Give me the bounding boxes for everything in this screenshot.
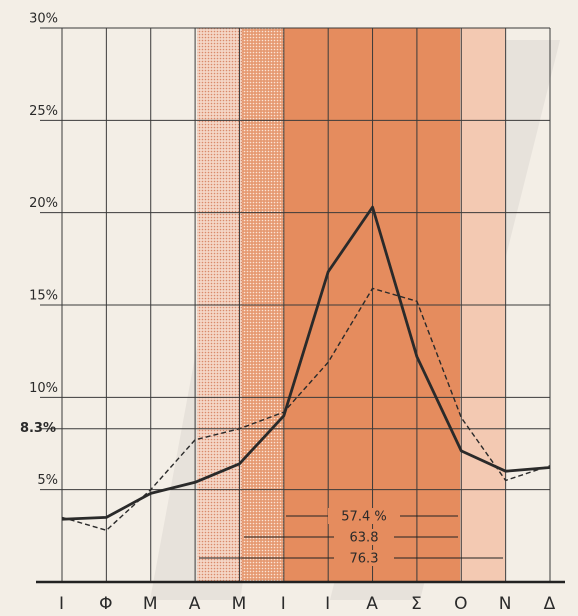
x-tick-label: Σ	[411, 594, 423, 614]
y-tick-label: 20%	[29, 196, 58, 211]
y-tick-label: 5%	[37, 473, 58, 488]
x-tick-label: Α	[189, 594, 202, 614]
x-tick-label: Α	[366, 594, 379, 614]
label-bg	[328, 508, 400, 524]
y-tick-label: 25%	[29, 104, 58, 119]
x-tick-label: Ν	[499, 594, 513, 614]
x-tick-label: Ι	[59, 594, 65, 614]
x-tick-label: Ι	[325, 594, 331, 614]
y-tick-label: 8.3%	[20, 421, 56, 436]
x-tick-label: Ο	[454, 594, 468, 614]
annotation: 63.8	[350, 531, 379, 546]
x-tick-label: Ι	[281, 594, 287, 614]
grid	[40, 27, 551, 582]
x-tick-label: Μ	[232, 594, 248, 614]
series-line	[61, 205, 551, 521]
label-bg	[334, 550, 394, 566]
x-tick-label: Φ	[99, 594, 113, 614]
x-tick-label: Δ	[544, 594, 557, 614]
x-tick-label: Μ	[143, 594, 159, 614]
annotation: 57.4 %	[341, 510, 386, 525]
y-tick-label: 15%	[29, 289, 58, 304]
series-line	[61, 287, 551, 531]
y-tick-label: 30%	[29, 12, 58, 27]
annotations: 57.4 % 63.8 76.3	[199, 508, 503, 567]
label-bg	[334, 529, 394, 545]
y-tick-label: 10%	[29, 381, 58, 396]
annotation: 76.3	[350, 552, 379, 567]
